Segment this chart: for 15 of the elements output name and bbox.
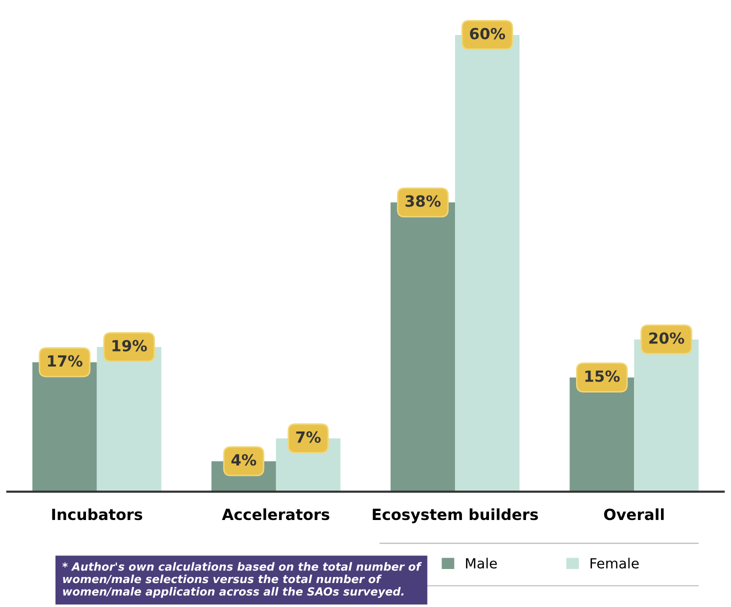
data-label: 20% bbox=[649, 332, 684, 344]
data-label: 38% bbox=[406, 195, 441, 207]
data-label: 7% bbox=[296, 431, 321, 443]
x-tick-label: Incubators bbox=[52, 508, 142, 520]
data-label: 60% bbox=[470, 28, 506, 40]
x-tick-label: Ecosystem builders bbox=[372, 508, 538, 524]
data-label: 15% bbox=[585, 370, 620, 382]
data-label: 19% bbox=[112, 340, 147, 352]
legend-label: Female bbox=[590, 558, 639, 569]
text: * Author's own calculations based on the total number of women/male selections versus the total number of women/male application across all the SAOs surveyed. bbox=[62, 562, 422, 598]
x-tick-label: Accelerators bbox=[222, 508, 330, 520]
x-tick-label: Overall bbox=[604, 508, 664, 520]
data-label: 4% bbox=[231, 454, 256, 466]
legend-label: Male bbox=[466, 558, 497, 569]
data-label: 17% bbox=[48, 355, 82, 367]
